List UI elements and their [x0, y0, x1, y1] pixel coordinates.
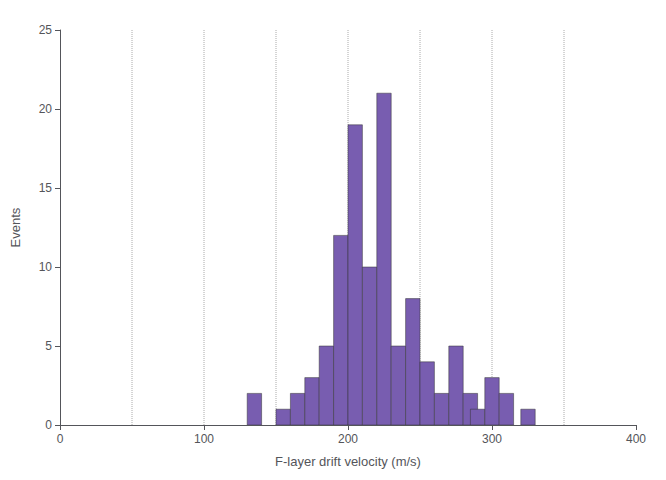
svg-text:25: 25: [39, 23, 53, 37]
svg-text:0: 0: [57, 432, 64, 446]
svg-text:15: 15: [39, 181, 53, 195]
svg-text:100: 100: [194, 432, 214, 446]
svg-text:F-layer drift velocity (m/s): F-layer drift velocity (m/s): [275, 454, 421, 469]
svg-text:Events: Events: [8, 207, 23, 247]
svg-text:400: 400: [626, 432, 646, 446]
svg-text:0: 0: [45, 418, 52, 432]
svg-text:10: 10: [39, 260, 53, 274]
svg-text:20: 20: [39, 102, 53, 116]
svg-text:300: 300: [482, 432, 502, 446]
svg-text:5: 5: [45, 339, 52, 353]
svg-text:200: 200: [338, 432, 358, 446]
